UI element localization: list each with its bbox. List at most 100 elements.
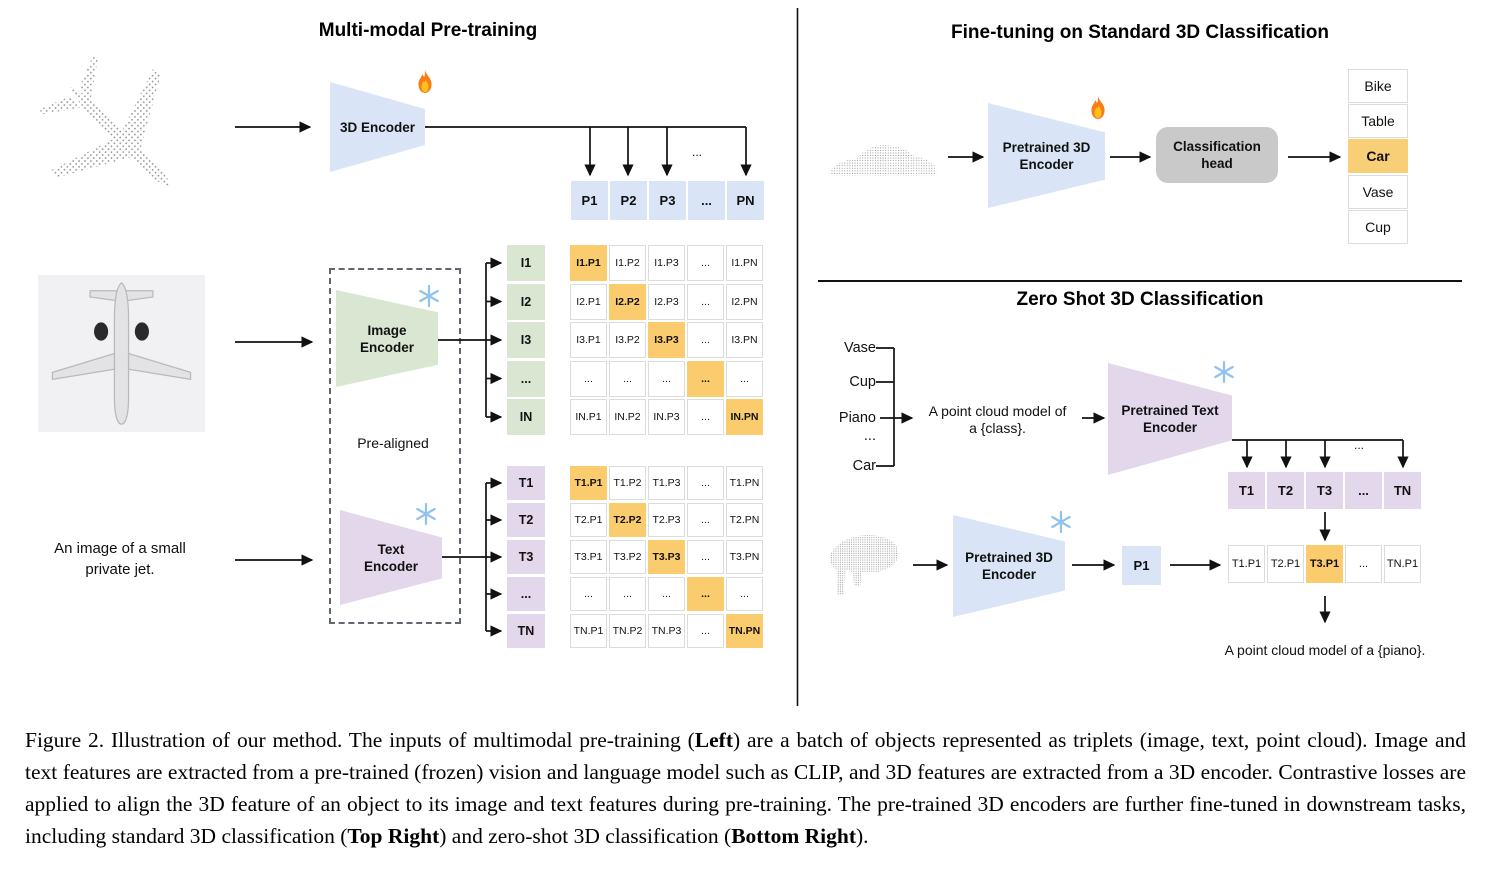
matrix-cell: TN.PN <box>726 614 763 648</box>
classification-head-line1: Classification <box>1173 139 1261 154</box>
fire-icon <box>418 70 432 93</box>
matrix-cell: ... <box>687 577 724 611</box>
caption-seg-2: ) are a batch of objects represented as … <box>25 728 1466 848</box>
image-feature-labels: I1 I2 I3... IN <box>507 245 545 435</box>
matrix-cell: I1.P2 <box>609 245 646 281</box>
class-cell: Car <box>1348 139 1408 174</box>
matrix-cell: T3.P2 <box>609 540 646 574</box>
class-cell: Bike <box>1348 69 1408 103</box>
zs-similarity-cell: T3.P1 <box>1306 545 1343 583</box>
pretrained-text-encoder-line2: Encoder <box>1142 420 1197 435</box>
text-encoder-label-line1: Text <box>377 541 405 557</box>
figure-caption: Figure 2. Illustration of our method. Th… <box>25 724 1466 852</box>
ellipsis-t-arrows: ... <box>1354 438 1365 452</box>
matrix-cell: T2.P2 <box>609 503 646 537</box>
matrix-cell: T2.P3 <box>648 503 685 537</box>
zs-pretrained-3d-encoder-line2: Encoder <box>981 567 1036 582</box>
matrix-cell: ... <box>570 360 607 397</box>
text-feature-label: TN <box>507 614 545 648</box>
zs-text-feature-cell: ... <box>1345 472 1382 509</box>
zs-text-feature-cell: TN <box>1384 472 1421 509</box>
image-feature-label: I1 <box>507 245 545 281</box>
piano-point-cloud <box>829 535 899 596</box>
text-encoder-label-line2: Encoder <box>363 558 418 574</box>
p-feature-cell: P1 <box>571 181 608 220</box>
matrix-cell: T3.P3 <box>648 540 685 574</box>
matrix-cell: I2.P1 <box>570 283 607 320</box>
matrix-cell: ... <box>648 577 685 611</box>
p-feature-cell: P3 <box>649 181 686 220</box>
3d-encoder-label: 3D Encoder <box>339 119 416 135</box>
caption-seg-6: ). <box>856 824 869 848</box>
matrix-cell: I2.P3 <box>648 283 685 320</box>
image-feature-label: I3 <box>507 322 545 358</box>
matrix-cell: ... <box>687 399 724 435</box>
matrix-cell: I3.P3 <box>648 322 685 358</box>
caption-seg-4: ) and zero-shot 3D classification ( <box>439 824 732 848</box>
figure-diagram: Multi-modal Pre-training 3D Encoder ... … <box>38 8 1462 706</box>
image-encoder-label-line1: Image <box>367 322 407 338</box>
matrix-cell: T2.P1 <box>570 503 607 537</box>
zs-similarity-cell: T1.P1 <box>1228 545 1265 583</box>
text-point-similarity-matrix: T1.P1 T1.P2 T1.P3... T1.PN T2.P1 T2.P2 T2.P3..… <box>570 466 763 648</box>
3d-encoder-block: 3D Encoder <box>330 82 425 172</box>
text-feature-label: T3 <box>507 540 545 574</box>
matrix-cell: ... <box>570 577 607 611</box>
classification-head-line2: head <box>1201 156 1233 171</box>
pretrained-3d-encoder-line1: Pretrained 3D <box>1002 139 1091 155</box>
zs-similarity-row: T1.P1 T2.P1 T3.P1... TN.P1 <box>1228 545 1421 583</box>
pretrained-3d-encoder-line2: Encoder <box>1019 156 1074 172</box>
zs-class-car: Car <box>852 458 876 474</box>
matrix-cell: T3.P1 <box>570 540 607 574</box>
matrix-cell: TN.P2 <box>609 614 646 648</box>
jet-image-drawing <box>51 282 192 425</box>
matrix-cell: ... <box>609 577 646 611</box>
snowflake-icon <box>416 502 436 526</box>
matrix-cell: T2.PN <box>726 503 763 537</box>
class-cell: Vase <box>1348 174 1408 209</box>
ellipsis-p-arrows: ... <box>692 145 703 159</box>
zs-result-text: A point cloud model of a {piano}. <box>1224 642 1426 658</box>
zeroshot-title: Zero Shot 3D Classification <box>1016 289 1264 310</box>
matrix-cell: TN.P1 <box>570 614 607 648</box>
matrix-cell: I1.P3 <box>648 245 685 281</box>
snowflake-icon <box>419 284 439 308</box>
matrix-cell: I2.P2 <box>609 283 646 320</box>
zs-class-ellipsis: ... <box>863 428 876 444</box>
p-feature-cell: P2 <box>610 181 647 220</box>
matrix-cell: IN.P2 <box>609 399 646 435</box>
matrix-cell: ... <box>687 466 724 500</box>
pretrained-text-encoder-line1: Pretrained Text <box>1121 403 1219 418</box>
matrix-cell: I3.P1 <box>570 322 607 358</box>
image-feature-label: IN <box>507 399 545 435</box>
image-point-similarity-matrix: I1.P1 I1.P2 I1.P3... I1.PN I2.P1 I2.P2 I2.P3..… <box>570 245 763 435</box>
p-feature-row: P1 P2 P3... PN <box>571 181 764 220</box>
matrix-cell: I1.P1 <box>570 245 607 281</box>
caption-seg-top-right: Top Right <box>347 824 440 848</box>
car-point-cloud <box>829 145 937 176</box>
class-cell: Cup <box>1348 209 1408 244</box>
matrix-cell: ... <box>648 360 685 397</box>
p-feature-cell: ... <box>688 181 725 220</box>
matrix-cell: ... <box>687 540 724 574</box>
zs-text-feature-row: T1 T2 T3... TN <box>1228 472 1421 509</box>
matrix-cell: ... <box>687 322 724 358</box>
prompt-line2: a {class}. <box>969 420 1026 436</box>
pre-aligned-box <box>329 268 461 624</box>
p-feature-cell: PN <box>727 181 764 220</box>
zs-class-cup: Cup <box>849 374 876 390</box>
classification-head-block: Classification head <box>1156 127 1278 183</box>
matrix-cell: I3.PN <box>726 322 763 358</box>
text-feature-labels: T1 T2 T3... TN <box>507 466 545 648</box>
finetune-title: Fine-tuning on Standard 3D Classificatio… <box>951 22 1329 43</box>
matrix-cell: ... <box>687 360 724 397</box>
text-feature-label: T1 <box>507 466 545 500</box>
matrix-cell: I2.PN <box>726 283 763 320</box>
matrix-cell: ... <box>726 577 763 611</box>
prompt-text: A point cloud model of a {class}. <box>910 403 1085 437</box>
matrix-cell: ... <box>609 360 646 397</box>
snowflake-icon <box>1214 360 1234 384</box>
matrix-cell: T1.P1 <box>570 466 607 500</box>
jet-image <box>38 275 205 432</box>
zs-similarity-cell: T2.P1 <box>1267 545 1304 583</box>
